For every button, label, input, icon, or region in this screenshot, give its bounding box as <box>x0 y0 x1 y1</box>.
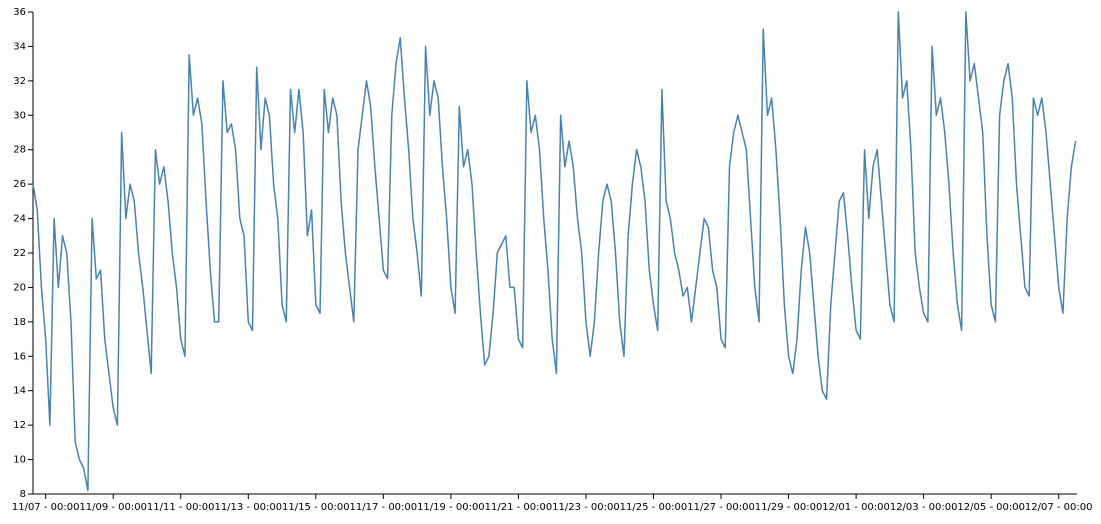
y-tick-label: 32 <box>13 76 26 87</box>
x-tick-label: 11/07 - 00:00 <box>12 502 80 513</box>
y-tick-label: 36 <box>13 7 26 18</box>
x-tick-label: 11/19 - 00:00 <box>417 502 485 513</box>
x-tick-label: 11/17 - 00:00 <box>350 502 418 513</box>
y-tick-label: 10 <box>13 455 26 466</box>
y-tick-label: 20 <box>13 282 26 293</box>
x-tick-label: 12/05 - 00:00 <box>957 502 1025 513</box>
x-tick-label: 11/13 - 00:00 <box>214 502 282 513</box>
y-tick-label: 30 <box>13 110 26 121</box>
y-tick-label: 8 <box>20 489 26 500</box>
x-tick-label: 11/29 - 00:00 <box>755 502 823 513</box>
x-tick-label: 11/25 - 00:00 <box>620 502 688 513</box>
data-line <box>32 11 1077 492</box>
y-tick-label: 18 <box>13 317 26 328</box>
x-tick-label: 11/15 - 00:00 <box>282 502 350 513</box>
y-tick-label: 22 <box>13 248 26 259</box>
y-tick-label: 16 <box>13 351 26 362</box>
y-tick-label: 28 <box>13 145 26 156</box>
x-tick-label: 12/07 - 00:00 <box>1025 502 1093 513</box>
x-tick-label: 11/21 - 00:00 <box>485 502 553 513</box>
x-tick-label: 11/11 - 00:00 <box>147 502 215 513</box>
x-tick-label: 11/23 - 00:00 <box>552 502 620 513</box>
x-tick-label: 12/01 - 00:00 <box>822 502 890 513</box>
y-tick-label: 12 <box>13 420 26 431</box>
x-tick-label: 11/27 - 00:00 <box>687 502 755 513</box>
x-tick-label: 11/09 - 00:00 <box>79 502 147 513</box>
x-tick-label: 12/03 - 00:00 <box>890 502 958 513</box>
y-tick-label: 24 <box>13 214 26 225</box>
y-tick-label: 14 <box>13 386 26 397</box>
y-tick-label: 26 <box>13 179 26 190</box>
y-tick-label: 34 <box>13 41 26 52</box>
